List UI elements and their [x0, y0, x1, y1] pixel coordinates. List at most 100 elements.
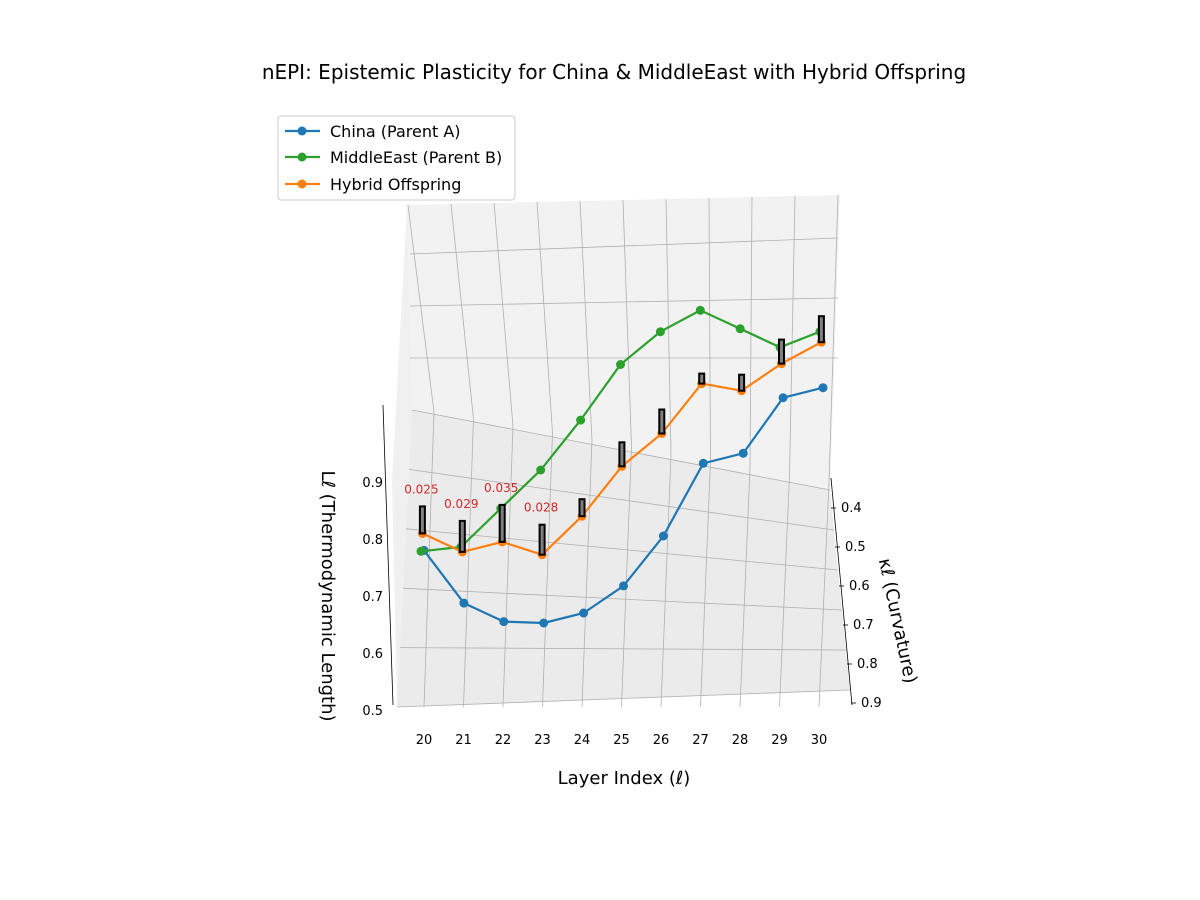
x-tick-label: 24 — [574, 733, 591, 748]
plasticity-bar — [618, 441, 626, 468]
grid-line — [708, 197, 711, 462]
grid-line — [409, 237, 839, 255]
series-point — [616, 360, 625, 369]
x-tick-label: 20 — [416, 733, 433, 748]
grid-line — [700, 460, 711, 708]
side-pane — [392, 205, 412, 707]
series-point — [536, 465, 546, 475]
bar-annotation: 0.035 — [484, 481, 518, 495]
chart-title: nEPI: Epistemic Plasticity for China & M… — [262, 60, 966, 84]
bar-annotation: 0.025 — [404, 482, 438, 496]
plasticity-bar — [418, 505, 426, 535]
plasticity-bar — [578, 498, 586, 518]
series-0 — [419, 383, 828, 628]
grid-line — [399, 647, 847, 651]
series-point — [818, 383, 828, 393]
axes: 20 21 22 23 24 25 26 27 28 29 30 0.4 0.5 0.6 0.7 0.8 0.9… — [362, 404, 882, 748]
y-tick-label: 0.9 — [861, 696, 882, 711]
series-point — [576, 415, 586, 425]
grid-line — [621, 446, 632, 708]
x-axis-label: Layer Index (ℓ) — [558, 768, 691, 789]
bar-annotation: 0.028 — [524, 501, 558, 515]
grid-line — [536, 201, 553, 434]
x-tick-label: 28 — [732, 733, 749, 748]
grid-line — [828, 194, 839, 483]
grid-line — [396, 689, 851, 708]
x-tick-label: 22 — [495, 733, 512, 748]
grid-line — [493, 202, 514, 427]
grid-line — [502, 425, 514, 708]
grid-line — [579, 200, 593, 441]
plasticity-bar — [698, 372, 706, 385]
grid-line — [789, 195, 796, 476]
plot-panes — [392, 195, 850, 707]
plasticity-bar — [778, 338, 785, 365]
legend-label: China (Parent A) — [330, 122, 461, 141]
plasticity-bar — [658, 408, 666, 435]
legend: China (Parent A) MiddleEast (Parent B) H… — [277, 115, 516, 201]
z-tick-label: 0.9 — [362, 476, 383, 491]
legend-label: Hybrid Offspring — [330, 175, 461, 194]
y-axis-label: κℓ (Curvature) — [874, 556, 921, 685]
series-point — [655, 327, 665, 337]
grid-line — [660, 453, 672, 708]
grid-line — [405, 528, 839, 571]
series-point — [619, 581, 628, 591]
legend-frame — [277, 115, 516, 201]
x-tick-label: 26 — [653, 733, 670, 748]
series-point — [695, 305, 705, 315]
grid-line — [408, 469, 835, 531]
floor-pane — [397, 410, 850, 707]
grid-line — [749, 196, 753, 469]
y-tick-label: 0.5 — [845, 540, 866, 555]
plasticity-bar — [738, 373, 746, 392]
grid-line — [739, 467, 751, 708]
grid-line — [779, 474, 790, 708]
y-tick-label: 0.4 — [841, 501, 862, 516]
series-point — [735, 324, 745, 334]
grid-line — [409, 297, 839, 307]
grid-line — [423, 411, 435, 708]
back-pane — [407, 195, 840, 490]
series-point — [539, 618, 549, 628]
y-axis-line — [830, 477, 853, 706]
x-tick-label: 30 — [811, 733, 828, 748]
legend-label: MiddleEast (Parent B) — [330, 148, 502, 167]
x-tick-label: 27 — [692, 733, 709, 748]
series-point — [499, 617, 509, 627]
series-point — [738, 448, 748, 458]
y-tick-label: 0.7 — [853, 618, 874, 633]
legend-item-china: China (Parent A) — [285, 122, 461, 141]
plasticity-bar — [538, 523, 546, 556]
legend-item-middleeast: MiddleEast (Parent B) — [285, 148, 502, 167]
series-point — [778, 393, 788, 403]
grid-line — [407, 204, 435, 413]
plasticity-bar — [817, 315, 825, 344]
grid-line — [818, 481, 830, 708]
x-tick-label: 23 — [534, 733, 551, 748]
grid-line — [463, 418, 474, 708]
grid-line — [622, 199, 632, 448]
series-point — [658, 531, 668, 541]
z-axis-line — [382, 404, 394, 706]
grid-line — [581, 439, 593, 708]
grid-lines — [396, 194, 851, 708]
plasticity-bar — [458, 519, 466, 553]
grid-line — [402, 587, 843, 611]
grid-line — [450, 203, 474, 420]
series-point — [579, 608, 589, 618]
y-tick-label: 0.8 — [857, 657, 878, 672]
series-point — [416, 546, 426, 556]
legend-item-hybrid: Hybrid Offspring — [285, 175, 461, 194]
x-tick-label: 29 — [771, 733, 788, 748]
plasticity-bar — [498, 503, 506, 543]
z-tick-label: 0.8 — [362, 533, 383, 548]
grid-line — [542, 432, 553, 708]
x-tick-label: 21 — [455, 733, 472, 748]
series-point — [459, 598, 469, 608]
y-tick-label: 0.6 — [849, 579, 870, 594]
series-point — [698, 458, 708, 468]
z-tick-label: 0.5 — [362, 704, 383, 719]
z-axis-label: Lℓ (Thermodynamic Length) — [317, 470, 338, 721]
